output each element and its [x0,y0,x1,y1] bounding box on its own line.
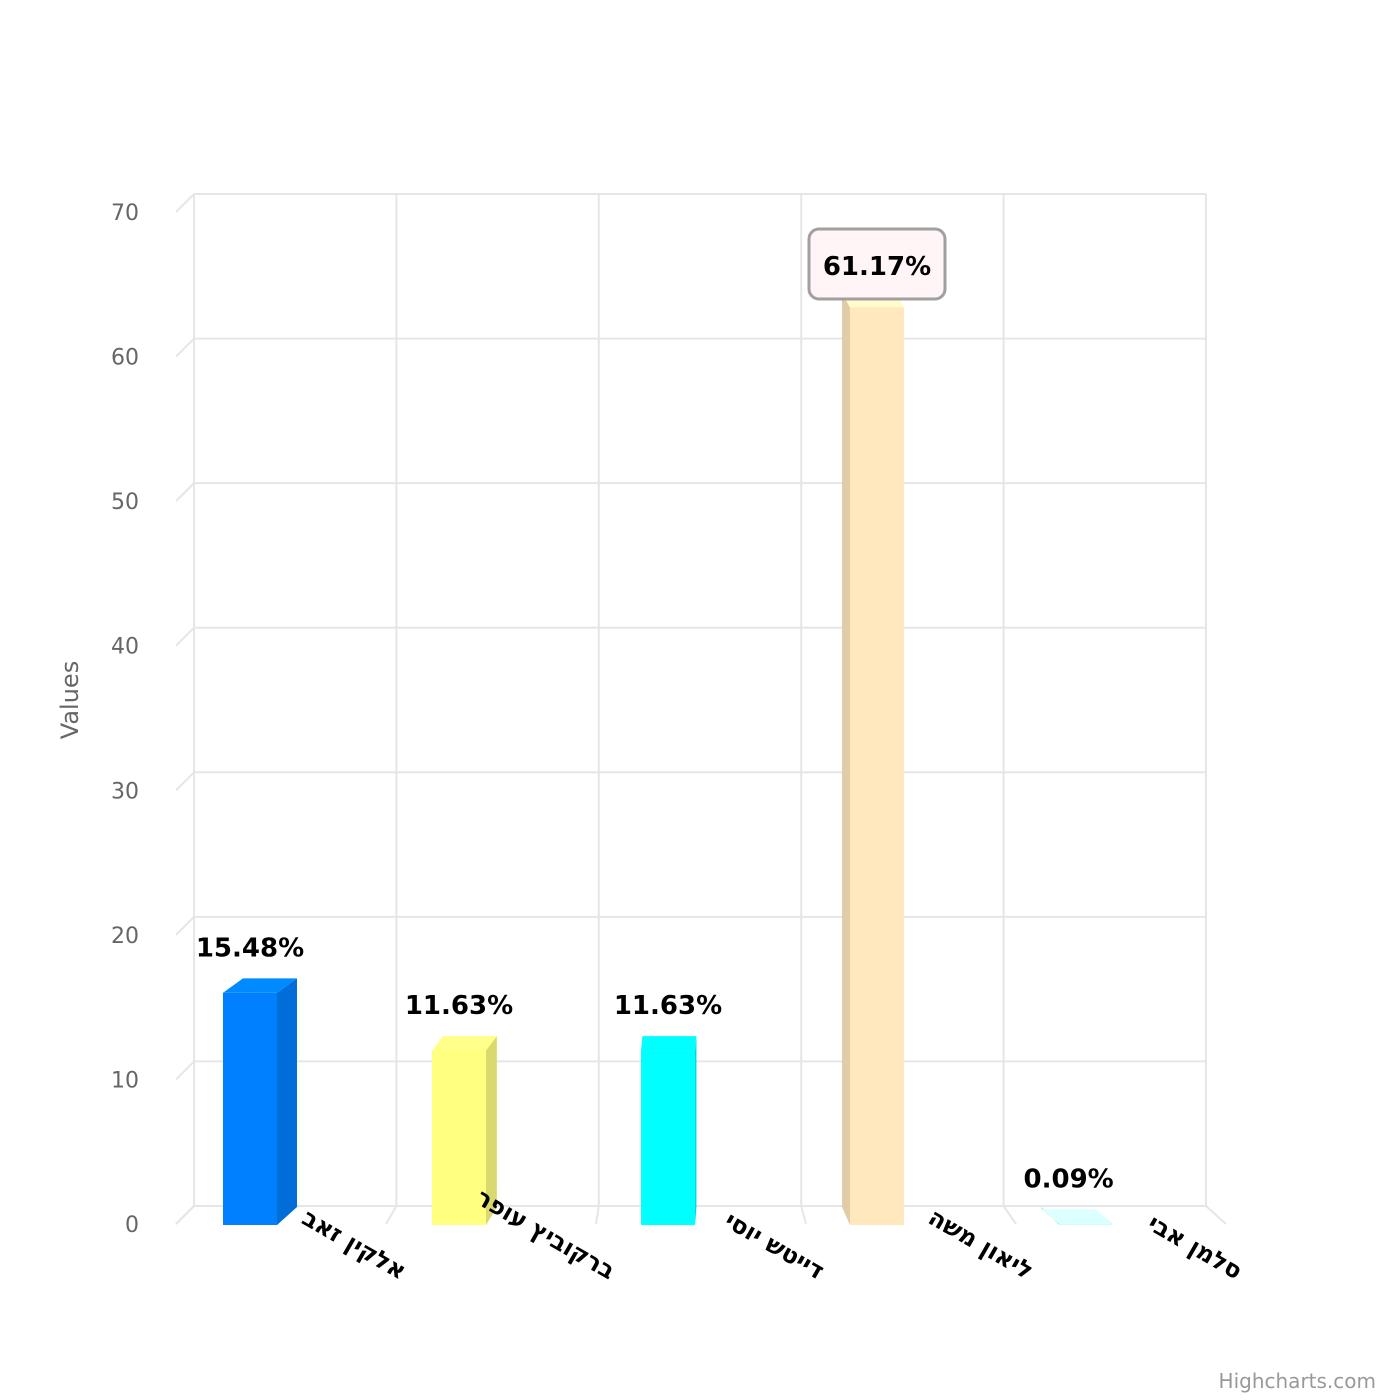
grid [175,193,1227,1225]
y-axis-title: Values [56,661,84,739]
grid-line-side [175,337,195,358]
y-tick-label: 50 [111,490,139,515]
data-label-highlighted: 61.17% [807,227,947,301]
grid-line-side [175,916,195,936]
grid-line-side [175,193,195,213]
grid-line-floor [385,1205,398,1225]
bar[interactable] [641,1036,697,1225]
bar-front [641,1050,695,1225]
bar[interactable] [432,1036,497,1225]
bar-front [432,1050,486,1225]
bar[interactable] [223,978,297,1225]
x-tick-label: ברקוביץ עופר [471,1183,620,1285]
data-label: 15.48% [196,933,304,963]
grid-line-floor [800,1205,807,1225]
x-tick-label: סלמן אבי [1143,1209,1247,1285]
grid-line-side [175,627,195,647]
data-label: 11.63% [405,991,513,1021]
bar[interactable] [1041,1207,1113,1225]
x-tick-label: אלקין זאב [297,1203,411,1285]
bar-side [277,978,297,1225]
data-labels: 15.48% 11.63% 11.63% 61.17% 0.09% [196,227,1114,1194]
bar-top [641,1036,697,1051]
bar-front [850,307,904,1225]
y-axis-ticks: 0 10 20 30 40 50 60 70 [111,201,139,1238]
data-label: 61.17% [823,252,931,282]
bar-side [842,293,850,1225]
bar-top [432,1036,497,1051]
bar-front [1059,1223,1113,1225]
grid-line-side [175,1060,195,1081]
bar[interactable] [842,293,904,1225]
bar-top [223,978,297,993]
data-label: 0.09% [1024,1164,1114,1194]
grid-line-floor [175,1205,195,1225]
data-label-box [807,227,947,301]
bars [223,293,1113,1225]
y-tick-label: 70 [111,201,139,226]
bar-side [486,1036,497,1225]
grid-line-floor [595,1205,600,1225]
grid-line-floor [1205,1205,1227,1225]
grid-line-floor [1002,1205,1017,1225]
grid-line-side [175,482,195,502]
data-label: 11.63% [614,991,722,1021]
bar-front [223,992,277,1225]
y-tick-label: 20 [111,924,139,949]
grid-line-side [175,771,195,791]
y-tick-label: 10 [111,1068,139,1093]
y-tick-label: 60 [111,346,139,371]
y-tick-label: 40 [111,635,139,660]
x-tick-label: דייטש יוסי [720,1206,829,1285]
bar-side [695,1036,697,1225]
y-tick-label: 0 [125,1213,139,1238]
y-tick-label: 30 [111,779,139,804]
credits-link[interactable]: Highcharts.com [1219,1369,1376,1393]
bar-top [1041,1209,1113,1224]
x-tick-label: ליאון משה [924,1203,1038,1285]
